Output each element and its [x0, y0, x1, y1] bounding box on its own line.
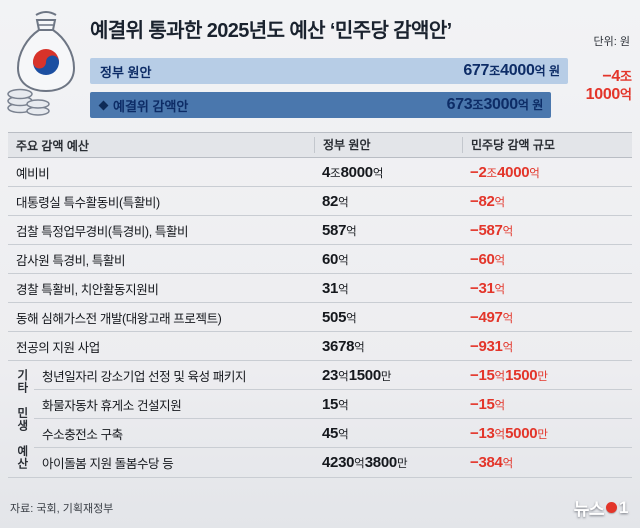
row-gov-value: 23억1500만: [322, 366, 392, 384]
row-gov-value: 3678억: [322, 337, 365, 355]
page-title: 예결위 통과한 2025년도 예산 ‘민주당 감액안’: [90, 20, 452, 42]
row-gov-value: 505억: [322, 308, 357, 326]
table-header: 주요 감액 예산 정부 원안 민주당 감액 규모: [8, 132, 632, 158]
difference-line1: −4조: [602, 68, 632, 85]
row-gov-value: 60억: [322, 250, 349, 268]
group-label-vertical: 기타 민생 예산: [8, 361, 34, 477]
table-row: 감사원 특경비, 특활비 60억 −60억: [8, 245, 632, 274]
red-dot-icon: [606, 502, 618, 513]
bar-government-value: 677조4000억 원: [463, 62, 560, 79]
row-gov-value: 31억: [322, 279, 349, 297]
row-name: 청년일자리 강소기업 선정 및 육성 패키지: [42, 369, 247, 384]
unit-label: 단위: 원: [593, 36, 630, 48]
row-cut-value: −587억: [470, 221, 514, 239]
table-row: 검찰 특정업무경비(특경비), 특활비 587억 −587억: [8, 216, 632, 245]
row-name: 수소충전소 구축: [42, 427, 123, 442]
news1-logo-text-right: 1: [619, 497, 628, 517]
row-cut-value: −82억: [470, 192, 506, 210]
row-gov-value: 15억: [322, 395, 349, 413]
row-cut-value: −2조4000억: [470, 163, 540, 181]
table-row: 수소충전소 구축 45억 −13억5000만: [34, 419, 632, 448]
row-cut-value: −15억1500만: [470, 366, 548, 384]
row-cut-value: −13억5000만: [470, 424, 548, 442]
budget-bar-chart: 정부 원안 677조4000억 원 예결위 감액안 673조3000억 원: [90, 58, 568, 120]
row-gov-value: 82억: [322, 192, 349, 210]
group-rows: 청년일자리 강소기업 선정 및 육성 패키지 23억1500만 −15억1500…: [34, 361, 632, 477]
table-row: 전공의 지원 사업 3678억 −931억: [8, 332, 632, 361]
bar-government-original: 정부 원안 677조4000억 원: [90, 58, 568, 84]
bar-government-label: 정부 원안: [100, 64, 152, 80]
row-cut-value: −15억: [470, 395, 506, 413]
row-cut-value: −31억: [470, 279, 506, 297]
header-main-budget: 주요 감액 예산: [16, 138, 89, 153]
row-name: 전공의 지원 사업: [16, 340, 100, 355]
row-name: 검찰 특정업무경비(특경비), 특활비: [16, 224, 189, 239]
header-gov-original: 정부 원안: [314, 137, 462, 153]
row-gov-value: 45억: [322, 424, 349, 442]
difference-line2: 1000억: [585, 86, 632, 104]
row-gov-value: 4230억3800만: [322, 454, 408, 471]
table-row: 청년일자리 강소기업 선정 및 육성 패키지 23억1500만 −15억1500…: [34, 361, 632, 390]
taegeuk-icon: [33, 49, 59, 75]
source-credit: 자료: 국회, 기획재정부: [10, 503, 114, 515]
row-name: 경찰 특활비, 치안활동지원비: [16, 282, 159, 297]
row-name: 예비비: [16, 166, 50, 181]
money-bag-icon: [6, 8, 86, 120]
row-name: 대통령실 특수활동비(특활비): [16, 195, 160, 210]
misc-livelihood-group: 기타 민생 예산 청년일자리 강소기업 선정 및 육성 패키지 23억1500만…: [8, 361, 632, 478]
coin-stack-icon: [7, 88, 50, 116]
row-name: 화물자동차 휴게소 건설지원: [42, 398, 182, 413]
bar-committee-label: 예결위 감액안: [90, 96, 188, 115]
budget-table: 주요 감액 예산 정부 원안 민주당 감액 규모 예비비 4조8000억 −2조…: [8, 132, 632, 478]
diamond-icon: [98, 100, 109, 110]
row-name: 아이돌봄 지원 돌봄수당 등: [42, 457, 174, 471]
row-name: 동해 심해가스전 개발(대왕고래 프로젝트): [16, 311, 222, 326]
header-cut-scale: 민주당 감액 규모: [462, 137, 632, 153]
news1-logo-text-left: 뉴스: [573, 500, 605, 519]
table-row: 동해 심해가스전 개발(대왕고래 프로젝트) 505억 −497억: [8, 303, 632, 332]
row-gov-value: 587억: [322, 221, 357, 239]
row-cut-value: −60억: [470, 250, 506, 268]
row-cut-value: −931억: [470, 337, 514, 355]
money-bag-graphic: [7, 11, 76, 116]
row-name: 감사원 특경비, 특활비: [16, 253, 126, 268]
bar-committee-cut: 예결위 감액안 673조3000억 원: [90, 92, 552, 118]
news1-logo: 뉴스 1: [573, 495, 629, 520]
bar-committee-label-text: 예결위 감액안: [113, 98, 189, 114]
table-row: 아이돌봄 지원 돌봄수당 등 4230억3800만 −384억: [34, 448, 632, 477]
table-row: 대통령실 특수활동비(특활비) 82억 −82억: [8, 187, 632, 216]
row-cut-value: −497억: [470, 308, 514, 326]
bar-committee-value: 673조3000억 원: [446, 96, 544, 113]
group-label-text: 기타 민생 예산: [15, 368, 28, 470]
table-row: 화물자동차 휴게소 건설지원 15억 −15억: [34, 390, 632, 419]
row-gov-value: 4조8000억: [322, 163, 384, 181]
difference-annotation: −4조 1000억: [586, 68, 632, 105]
table-row: 예비비 4조8000억 −2조4000억: [8, 158, 632, 187]
row-cut-value: −384억: [470, 454, 514, 471]
table-row: 경찰 특활비, 치안활동지원비 31억 −31억: [8, 274, 632, 303]
